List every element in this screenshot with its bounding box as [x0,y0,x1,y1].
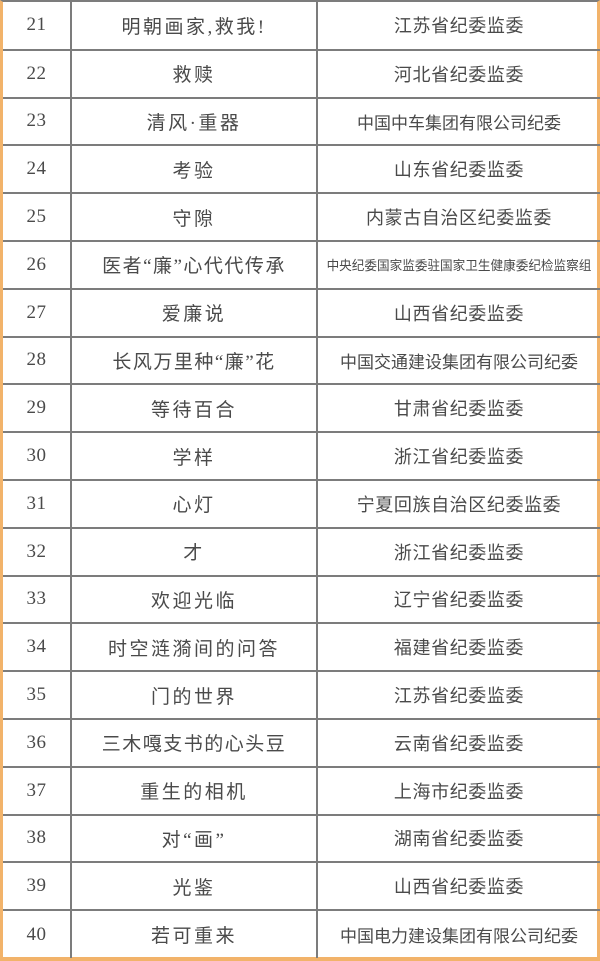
cell-index: 21 [3,2,72,50]
cell-work-title: 若可重来 [71,909,318,958]
cell-index: 35 [3,670,72,719]
cell-work-title: 重生的相机 [71,765,318,815]
cell-submitting-org: 湖南省纪委监委 [317,813,600,863]
cell-index: 37 [3,765,72,815]
table-body: 21 明朝画家,救我! 江苏省纪委监委 22 救赎 河北省纪委监委 23 清风·重器 中国中车集… [3,2,600,958]
cell-submitting-org: 中国交通建设集团有限公司纪委 [317,335,600,385]
cell-work-title: 才 [71,526,318,576]
cell-submitting-org: 山东省纪委监委 [317,144,600,194]
table-row: 34 时空涟漪间的问答 福建省纪委监委 [3,622,600,672]
table-row: 21 明朝画家,救我! 江苏省纪委监委 [3,2,600,50]
table-row: 33 欢迎光临 辽宁省纪委监委 [3,574,600,624]
table-row: 31 心灯 宁夏回族自治区纪委监委 [3,478,600,528]
table-row: 22 救赎 河北省纪委监委 [3,48,600,98]
cell-index: 23 [3,96,72,146]
cell-submitting-org: 辽宁省纪委监委 [317,574,600,624]
cell-index: 34 [3,622,72,672]
cell-work-title: 欢迎光临 [71,574,318,624]
table-row: 30 学样 浙江省纪委监委 [3,431,600,480]
cell-submitting-org: 浙江省纪委监委 [317,431,600,480]
table-row: 25 守隙 内蒙古自治区纪委监委 [3,192,600,241]
cell-index: 33 [3,574,72,624]
cell-work-title: 明朝画家,救我! [71,2,318,50]
cell-index: 27 [3,287,72,337]
cell-work-title: 时空涟漪间的问答 [71,622,318,672]
cell-index: 40 [3,909,72,958]
award-entry-table: 21 明朝画家,救我! 江苏省纪委监委 22 救赎 河北省纪委监委 23 清风·重器 中国中车集… [3,2,600,958]
table-row: 38 对“画” 湖南省纪委监委 [3,813,600,863]
cell-work-title: 光鉴 [71,861,318,911]
table-row: 27 爱廉说 山西省纪委监委 [3,287,600,337]
cell-index: 39 [3,861,72,911]
table-row: 23 清风·重器 中国中车集团有限公司纪委 [3,96,600,146]
table-row: 26 医者“廉”心代代传承 中央纪委国家监委驻国家卫生健康委纪检监察组 [3,239,600,289]
table-row: 24 考验 山东省纪委监委 [3,144,600,194]
table-row: 35 门的世界 江苏省纪委监委 [3,670,600,719]
cell-submitting-org: 山西省纪委监委 [317,287,600,337]
cell-submitting-org: 宁夏回族自治区纪委监委 [317,478,600,528]
cell-submitting-org: 中国中车集团有限公司纪委 [317,96,600,146]
cell-submitting-org: 河北省纪委监委 [317,48,600,98]
cell-work-title: 救赎 [71,48,318,98]
cell-index: 30 [3,431,72,480]
cell-submitting-org: 江苏省纪委监委 [317,670,600,719]
table-row: 39 光鉴 山西省纪委监委 [3,861,600,911]
cell-work-title: 爱廉说 [71,287,318,337]
cell-index: 26 [3,239,72,289]
table-row: 37 重生的相机 上海市纪委监委 [3,765,600,815]
cell-submitting-org: 福建省纪委监委 [317,622,600,672]
cell-work-title: 清风·重器 [71,96,318,146]
cell-submitting-org: 浙江省纪委监委 [317,526,600,576]
cell-work-title: 心灯 [71,478,318,528]
table-row: 36 三木嘎支书的心头豆 云南省纪委监委 [3,717,600,767]
cell-work-title: 等待百合 [71,383,318,433]
cell-index: 28 [3,335,72,385]
cell-work-title: 门的世界 [71,670,318,719]
cell-submitting-org: 内蒙古自治区纪委监委 [317,192,600,241]
cell-index: 25 [3,192,72,241]
cell-submitting-org: 中央纪委国家监委驻国家卫生健康委纪检监察组 [321,239,596,289]
cell-index: 31 [3,478,72,528]
table-row: 29 等待百合 甘肃省纪委监委 [3,383,600,433]
cell-work-title: 三木嘎支书的心头豆 [71,717,318,767]
table-row: 32 才浙江省纪委监委 [3,526,600,576]
table-row: 28 长风万里种“廉”花 中国交通建设集团有限公司纪委 [3,335,600,385]
cell-submitting-org: 中国电力建设集团有限公司纪委 [317,909,600,958]
cell-submitting-org: 甘肃省纪委监委 [317,383,600,433]
cell-work-title: 长风万里种“廉”花 [71,335,318,385]
cell-index: 38 [3,813,72,863]
cell-index: 29 [3,383,72,433]
cell-index: 36 [3,717,72,767]
cell-work-title: 学样 [71,431,318,480]
table-row: 40 若可重来 中国电力建设集团有限公司纪委 [3,909,600,958]
cell-submitting-org: 山西省纪委监委 [317,861,600,911]
cell-submitting-org: 云南省纪委监委 [317,717,600,767]
cell-work-title: 守隙 [71,192,318,241]
cell-index: 24 [3,144,72,194]
cell-submitting-org: 江苏省纪委监委 [393,16,525,37]
cell-index: 32 [3,526,72,576]
cell-submitting-org: 上海市纪委监委 [317,765,600,815]
cell-work-title: 对“画” [71,813,318,863]
cell-work-title: 医者“廉”心代代传承 [71,239,318,289]
cell-work-title: 考验 [71,144,318,194]
cell-index: 22 [3,48,72,98]
